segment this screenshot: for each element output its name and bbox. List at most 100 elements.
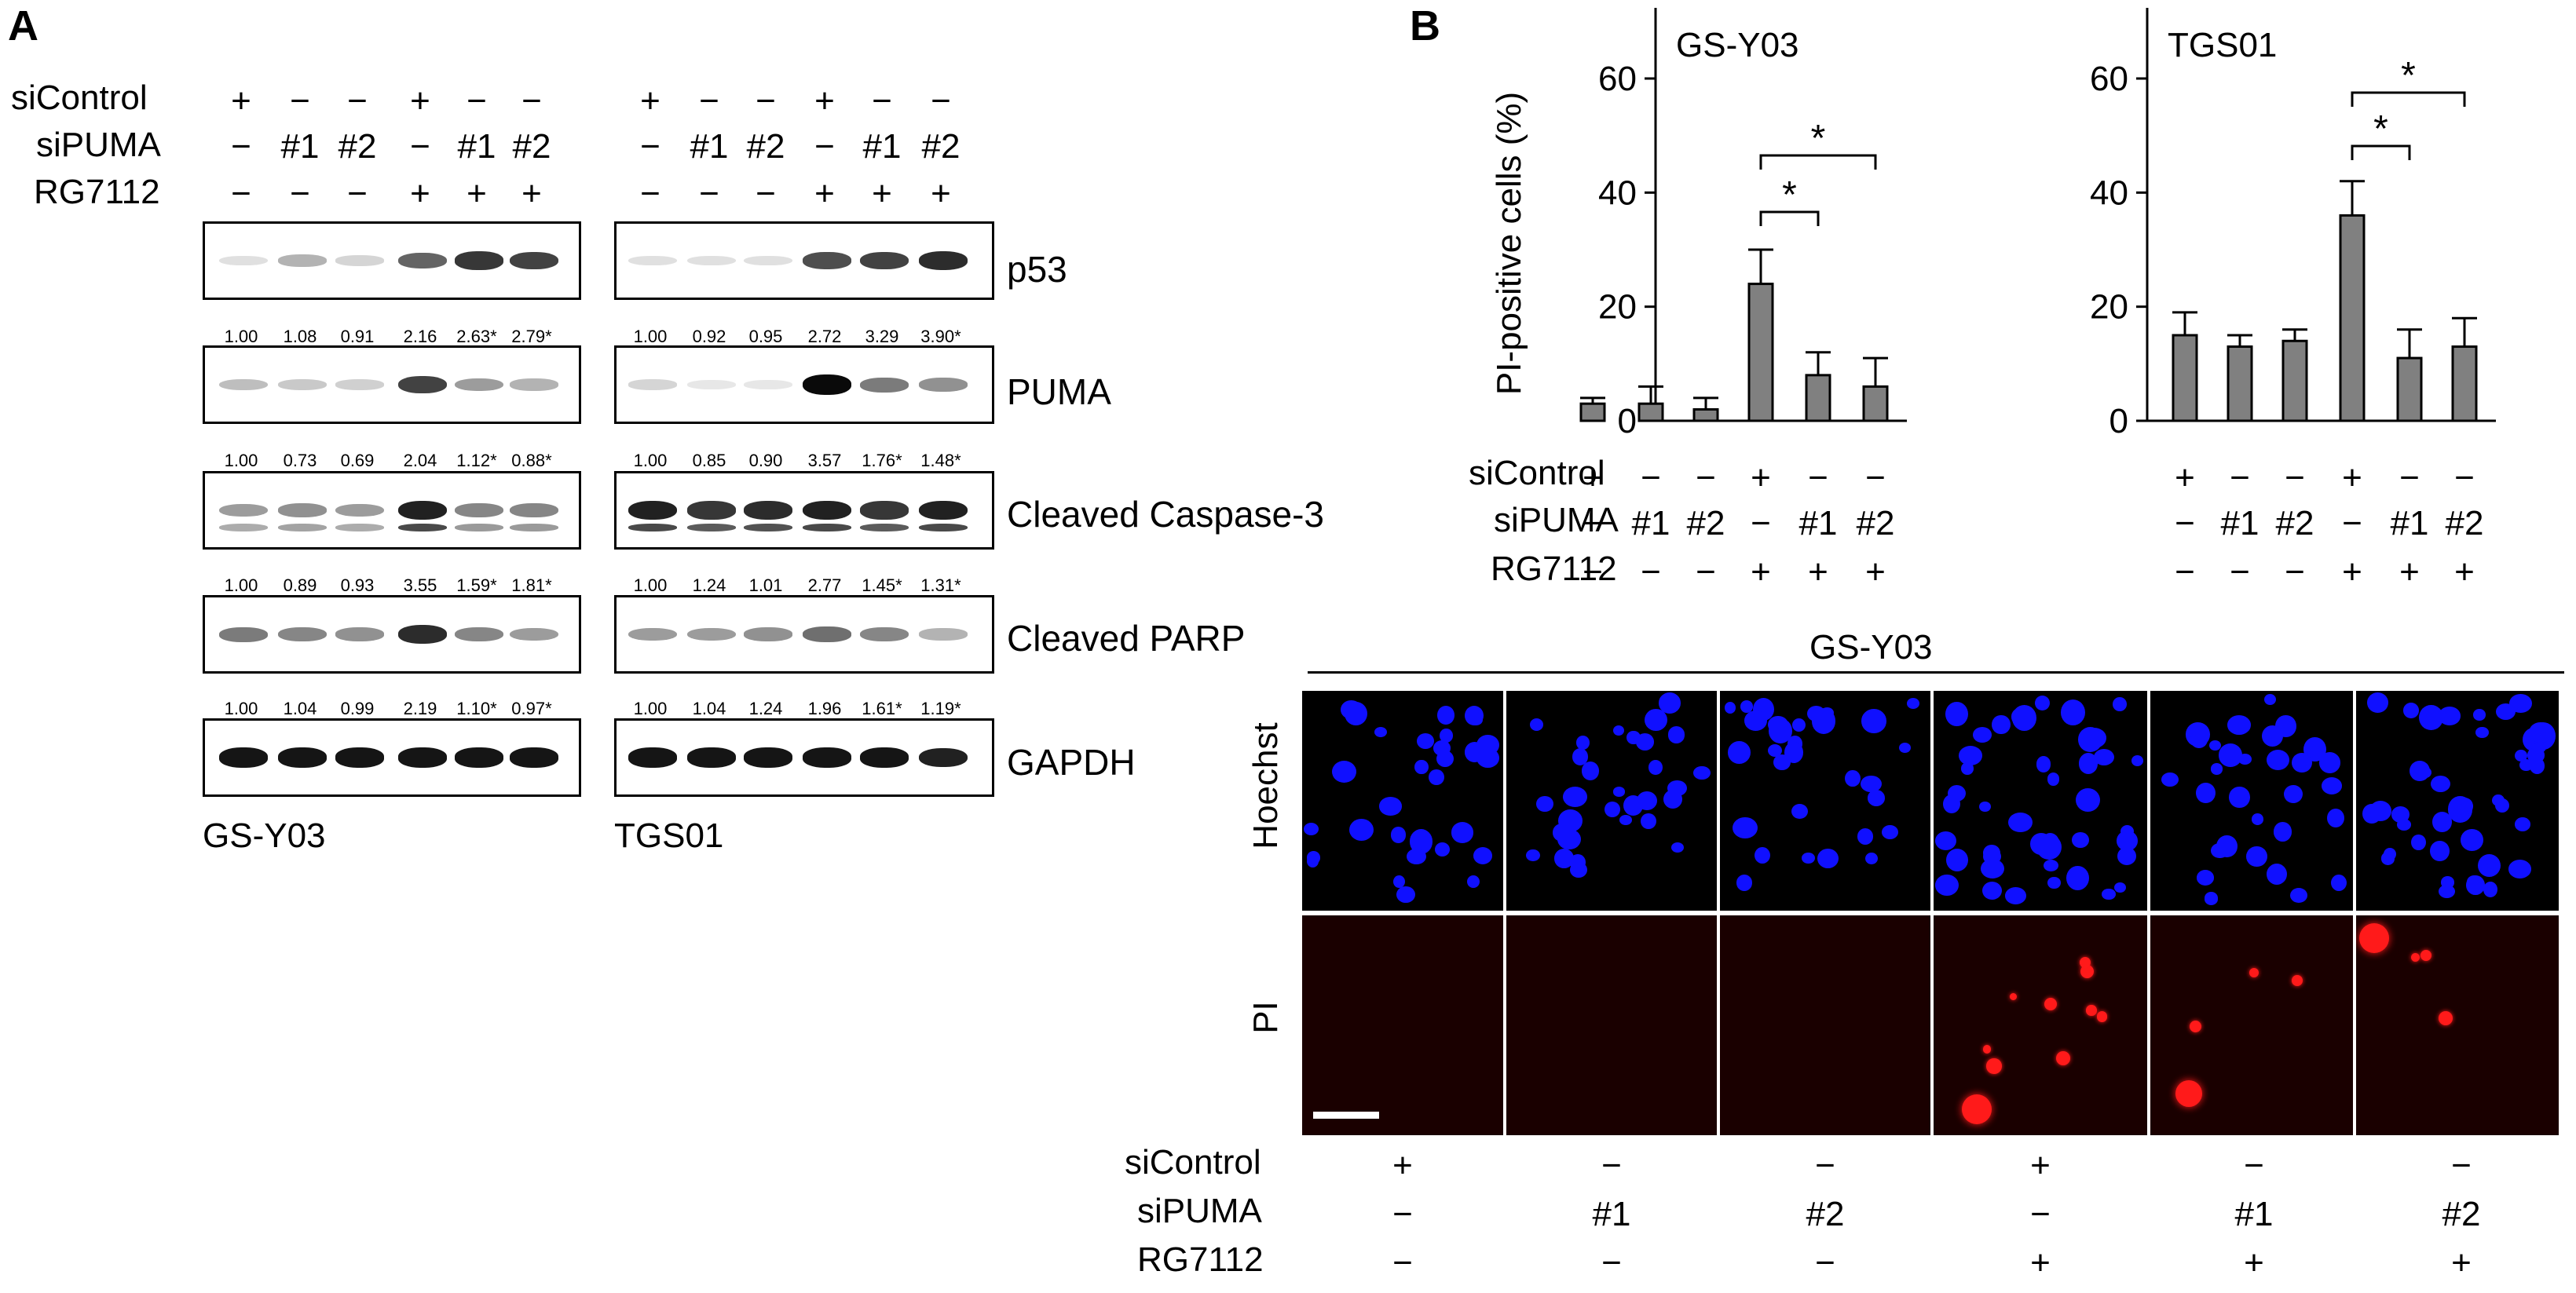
micro-condition-symbol-2-0: − xyxy=(1392,1244,1413,1282)
chart-condition-symbol-1-2-0: − xyxy=(2175,553,2195,591)
hoechst-nucleus-1-5 xyxy=(1612,787,1626,797)
hoechst-nucleus-1-9 xyxy=(1648,759,1663,775)
hoechst-image-3 xyxy=(1934,691,2147,911)
hoechst-nucleus-2-17 xyxy=(1769,718,1792,743)
micro-condition-symbol-0-0: + xyxy=(1392,1146,1413,1185)
protein-label-cleaved-caspase3: Cleaved Caspase-3 xyxy=(1007,494,1325,535)
quant-value-1-2-0: 1.00 xyxy=(633,575,668,595)
chart-condition-symbol-0-1-0: − xyxy=(1583,504,1603,542)
condition-symbol-1-1-5: #2 xyxy=(921,127,961,166)
band-lower-2-0-5 xyxy=(510,524,558,531)
band-1-1-4 xyxy=(860,377,909,393)
micro-condition-symbol-2-5: + xyxy=(2451,1244,2472,1282)
micro-condition-symbol-1-4: #1 xyxy=(2234,1195,2274,1233)
quant-value-1-2-4: 1.45* xyxy=(862,575,902,595)
quant-value-1-0-5: 3.90* xyxy=(920,327,961,346)
condition-symbol-1-0-4: − xyxy=(872,82,892,120)
condition-symbol-1-0-1: − xyxy=(699,82,719,120)
hoechst-nucleus-3-38 xyxy=(2034,695,2051,711)
quant-value-1-3-5: 1.19* xyxy=(920,699,961,718)
chart-1-ytick-label-1: 20 xyxy=(2090,288,2128,327)
hoechst-nucleus-4-7 xyxy=(2229,787,2250,808)
hoechst-nucleus-2-23 xyxy=(1817,848,1839,869)
band-0-1-2 xyxy=(744,255,792,266)
hoechst-nucleus-0-29 xyxy=(1440,729,1453,743)
quant-value-0-3-1: 1.04 xyxy=(283,699,317,718)
blot-0-0 xyxy=(203,221,581,300)
hoechst-nucleus-2-12 xyxy=(1907,698,1920,710)
hoechst-nucleus-0-7 xyxy=(1390,827,1407,843)
hoechst-nucleus-3-4 xyxy=(2008,812,2033,832)
chart-ylabel: PI-positive cells (%) xyxy=(1490,91,1528,396)
hoechst-nucleus-2-14 xyxy=(1768,743,1783,757)
hoechst-nucleus-5-30 xyxy=(2460,829,2483,851)
band-2-0-0 xyxy=(219,503,268,517)
blot-3-0 xyxy=(203,595,581,674)
band-lower-2-1-2 xyxy=(744,524,792,531)
pi-cell-3-0 xyxy=(2056,1050,2071,1065)
band-0-1-4 xyxy=(860,251,909,270)
band-3-0-3 xyxy=(398,625,447,644)
micro-row-label-sicontrol: siControl xyxy=(1125,1143,1261,1182)
micro-condition-symbol-0-5: − xyxy=(2451,1146,2472,1185)
band-3-1-1 xyxy=(687,627,736,641)
pi-image-2 xyxy=(1720,915,1930,1135)
hoechst-nucleus-2-24 xyxy=(1791,803,1808,820)
micro-condition-symbol-1-0: − xyxy=(1392,1195,1413,1233)
hoechst-nucleus-5-41 xyxy=(2384,847,2396,860)
chart-1-bar-2 xyxy=(2281,339,2308,422)
pi-cell-3-3 xyxy=(2086,1005,2097,1016)
band-4-1-3 xyxy=(803,747,851,768)
hoechst-nucleus-3-15 xyxy=(2066,866,2089,891)
hoechst-nucleus-1-17 xyxy=(1645,709,1667,732)
hoechst-nucleus-0-17 xyxy=(1340,699,1362,720)
condition-symbol-0-1-3: − xyxy=(410,127,430,166)
pi-cell-5-2 xyxy=(2420,950,2432,962)
condition-symbol-1-0-3: + xyxy=(814,82,835,120)
band-lower-2-0-4 xyxy=(455,524,503,531)
hoechst-nucleus-4-11 xyxy=(2319,752,2341,773)
hoechst-nucleus-4-21 xyxy=(2251,813,2264,825)
band-0-0-0 xyxy=(219,255,268,266)
micro-row-label-sipuma: siPUMA xyxy=(1137,1192,1262,1230)
hoechst-nucleus-4-22 xyxy=(2321,777,2342,795)
chart-condition-symbol-1-0-0: + xyxy=(2175,458,2195,497)
hoechst-nucleus-2-5 xyxy=(1845,769,1861,787)
quant-value-0-3-3: 2.19 xyxy=(403,699,437,718)
condition-symbol-1-0-2: − xyxy=(756,82,776,120)
quant-value-0-2-5: 1.81* xyxy=(511,575,552,595)
pi-cell-large-5-0 xyxy=(2359,923,2389,953)
hoechst-nucleus-4-14 xyxy=(2196,782,2216,804)
micro-condition-symbol-1-1: #1 xyxy=(1592,1195,1631,1233)
blot-2-1 xyxy=(614,471,994,550)
band-3-1-3 xyxy=(803,626,851,642)
protein-label-p53: p53 xyxy=(1007,249,1067,290)
hoechst-nucleus-4-4 xyxy=(2327,808,2345,827)
chart-0-ytick-label-2: 40 xyxy=(1598,173,1637,212)
hoechst-nucleus-5-37 xyxy=(2529,721,2552,743)
hoechst-nucleus-5-17 xyxy=(2514,749,2527,762)
hoechst-nucleus-5-11 xyxy=(2391,806,2410,823)
hoechst-image-0 xyxy=(1302,691,1503,911)
condition-symbol-1-1-4: #1 xyxy=(862,127,902,166)
hoechst-nucleus-1-28 xyxy=(1569,854,1586,871)
blot-3-1 xyxy=(614,595,994,674)
chart-condition-symbol-1-1-0: − xyxy=(2175,504,2195,542)
hoechst-nucleus-5-0 xyxy=(2477,853,2501,877)
chart-1-sig-star-0: * xyxy=(2373,108,2388,150)
micro-condition-symbol-2-4: + xyxy=(2244,1244,2264,1282)
hoechst-nucleus-5-28 xyxy=(2369,801,2391,822)
hoechst-nucleus-5-20 xyxy=(2466,875,2486,895)
hoechst-nucleus-5-29 xyxy=(2483,881,2497,897)
pi-cell-3-8 xyxy=(2009,992,2017,1000)
quant-value-0-0-3: 2.16 xyxy=(403,327,437,346)
band-2-1-0 xyxy=(628,500,677,520)
band-4-1-0 xyxy=(628,747,677,768)
hoechst-nucleus-0-15 xyxy=(1429,769,1445,785)
hoechst-nucleus-5-40 xyxy=(2475,727,2489,739)
hoechst-nucleus-5-35 xyxy=(2456,798,2473,816)
condition-symbol-0-0-1: − xyxy=(290,82,310,120)
hoechst-nucleus-3-11 xyxy=(2061,699,2086,726)
quant-value-1-3-0: 1.00 xyxy=(633,699,668,718)
condition-symbol-1-1-2: #2 xyxy=(746,127,785,166)
